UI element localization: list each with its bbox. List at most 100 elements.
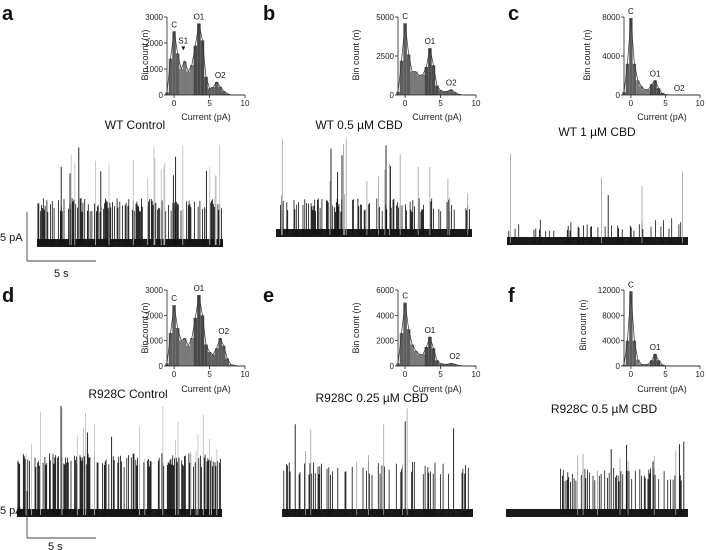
- peak-label-o2: O2: [674, 84, 685, 93]
- x-tick-label: 0: [172, 370, 177, 379]
- y-tick-label: 2000: [376, 337, 394, 346]
- histogram-bar: [649, 84, 654, 95]
- histogram-bar: [186, 71, 191, 95]
- current-trace-b: [276, 138, 472, 237]
- histogram-bar: [449, 89, 453, 95]
- histogram-outline: [166, 295, 245, 367]
- histogram-bar: [175, 328, 180, 366]
- histogram-bar: [656, 88, 661, 95]
- histogram-bar: [221, 345, 226, 366]
- histogram-bar: [656, 360, 661, 366]
- y-tick-label: 1000: [145, 65, 163, 74]
- y-tick-label: 2000: [145, 39, 163, 48]
- x-axis-label: Current (pA): [637, 112, 687, 122]
- histogram-bar: [168, 58, 173, 95]
- trace-spike-events: [305, 408, 408, 515]
- histogram-bar: [214, 82, 219, 95]
- panel-b: b Bin count (n) 0 2500 5000 0 5 10 C O1 O2 Curre…: [263, 3, 481, 237]
- panel-label: d: [2, 285, 14, 307]
- histogram-bar: [218, 338, 222, 366]
- y-axis-label: Bin count (n): [140, 302, 150, 353]
- panel-label: a: [2, 3, 14, 25]
- histogram-bar: [406, 329, 411, 366]
- histogram-bar: [421, 74, 425, 95]
- histogram-e: 0 2000 4000 6000 0 5 10 C O1 O2: [376, 286, 481, 379]
- histogram-bar: [639, 364, 643, 366]
- histogram-b: 0 2500 5000 0 5 10 C O1 O2: [376, 12, 481, 108]
- panel-label: e: [263, 285, 274, 307]
- panel-e: e Bin count (n) 0 2000 4000 6000 0 5 10 C O1 O2 C…: [263, 285, 481, 517]
- trace-peak-events: [60, 405, 113, 515]
- y-tick-label: 3000: [145, 13, 163, 22]
- histogram-bar: [218, 86, 222, 95]
- x-tick-label: 0: [629, 99, 634, 108]
- histogram-bar: [625, 340, 630, 366]
- y-tick-label: 8000: [602, 13, 620, 22]
- trace-open-events: [280, 198, 470, 235]
- histogram-bar: [172, 31, 176, 95]
- y-tick-label: 2500: [376, 52, 394, 61]
- histogram-bar: [643, 89, 647, 95]
- scale-bar: 5 pA 5 s: [0, 212, 96, 280]
- scale-bar-current-label: 5 pA: [0, 232, 23, 244]
- histogram-bar: [417, 75, 422, 95]
- trace-spike-events: [69, 144, 221, 245]
- trace-open-events: [17, 453, 221, 515]
- trace-open-events: [508, 218, 682, 243]
- peak-label-c: C: [402, 292, 408, 301]
- histogram-bar: [643, 364, 647, 366]
- peak-label-o2: O2: [449, 352, 460, 361]
- peak-label-o2: O2: [215, 71, 226, 80]
- histogram-bar: [204, 344, 208, 366]
- histogram-bar: [193, 317, 198, 366]
- histogram-bar: [190, 338, 194, 366]
- trace-title: R928C Control: [88, 387, 167, 401]
- x-tick-label: 10: [696, 370, 705, 379]
- trace-title: WT Control: [105, 118, 165, 132]
- y-axis-label: Bin count (n): [351, 302, 361, 353]
- histogram-bar: [399, 333, 404, 366]
- current-trace-d: [17, 405, 222, 517]
- panel-label: c: [508, 3, 519, 25]
- histogram-bar: [190, 65, 194, 95]
- histogram-bar: [632, 63, 637, 95]
- histogram-bar: [221, 91, 226, 95]
- y-tick-label: 4000: [376, 311, 394, 320]
- peak-arrow-icon: [181, 46, 186, 51]
- histogram-bar: [413, 71, 418, 95]
- histogram-bar: [211, 87, 215, 95]
- histogram-bar: [660, 364, 664, 366]
- y-axis-label: Bin count (n): [578, 299, 588, 350]
- histogram-bar: [438, 90, 443, 95]
- y-tick-label: 2000: [145, 311, 163, 320]
- histogram-bar: [445, 91, 450, 95]
- histogram-bar: [435, 360, 439, 366]
- x-tick-label: 10: [241, 370, 250, 379]
- trace-baseline: [506, 509, 688, 517]
- x-tick-label: 5: [207, 370, 212, 379]
- histogram-bar: [449, 363, 453, 366]
- panel-f: f Bin count (n) 0 4000 8000 12000 0 5 10 C O1 Cu…: [506, 280, 705, 517]
- y-tick-label: 0: [159, 91, 164, 100]
- histogram-bar: [225, 93, 230, 95]
- histogram-bar: [625, 63, 630, 95]
- peak-label-o1: O1: [194, 13, 205, 22]
- peak-label-o1: O1: [425, 326, 436, 335]
- histogram-bar: [403, 23, 407, 96]
- panel-d: d Bin count (n) 0 1000 2000 3000 0 5 10 C O1 O2 C…: [0, 284, 250, 550]
- histogram-bar: [629, 17, 633, 96]
- trace-baseline: [37, 239, 223, 247]
- y-axis-label: Bin count (n): [140, 29, 150, 80]
- trace-baseline: [276, 229, 472, 237]
- peak-label-c: C: [171, 20, 177, 29]
- histogram-bar: [175, 53, 180, 95]
- trace-title: R928C 0.5 µM CBD: [551, 402, 658, 416]
- trace-open-events: [560, 468, 682, 515]
- histogram-bar: [632, 340, 637, 366]
- histogram-bar: [636, 80, 640, 95]
- histogram-bar: [211, 354, 215, 366]
- y-tick-label: 1000: [145, 337, 163, 346]
- peak-label-o1: O1: [650, 69, 661, 78]
- histogram-bar: [445, 364, 450, 366]
